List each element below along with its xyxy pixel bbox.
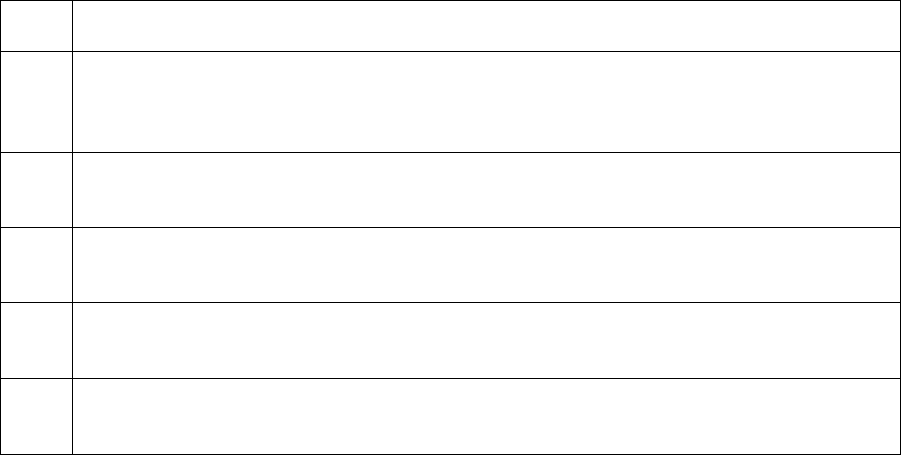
table-cell: [73, 303, 900, 378]
table-cell: [73, 0, 900, 51]
table-row: [1, 0, 900, 51]
table-row: [1, 51, 900, 152]
table-cell: [1, 52, 73, 152]
table-row: [1, 152, 900, 227]
table-cell: [73, 52, 900, 152]
table-cell: [1, 379, 73, 455]
table-cell: [1, 153, 73, 227]
table-cell: [73, 379, 900, 455]
table-row: [1, 302, 900, 378]
table-cell: [73, 153, 900, 227]
table-cell: [1, 0, 73, 51]
table-cell: [1, 303, 73, 378]
table-cell: [1, 228, 73, 303]
table-cell: [73, 228, 900, 303]
table-row: [1, 378, 900, 455]
table-row: [1, 227, 900, 303]
